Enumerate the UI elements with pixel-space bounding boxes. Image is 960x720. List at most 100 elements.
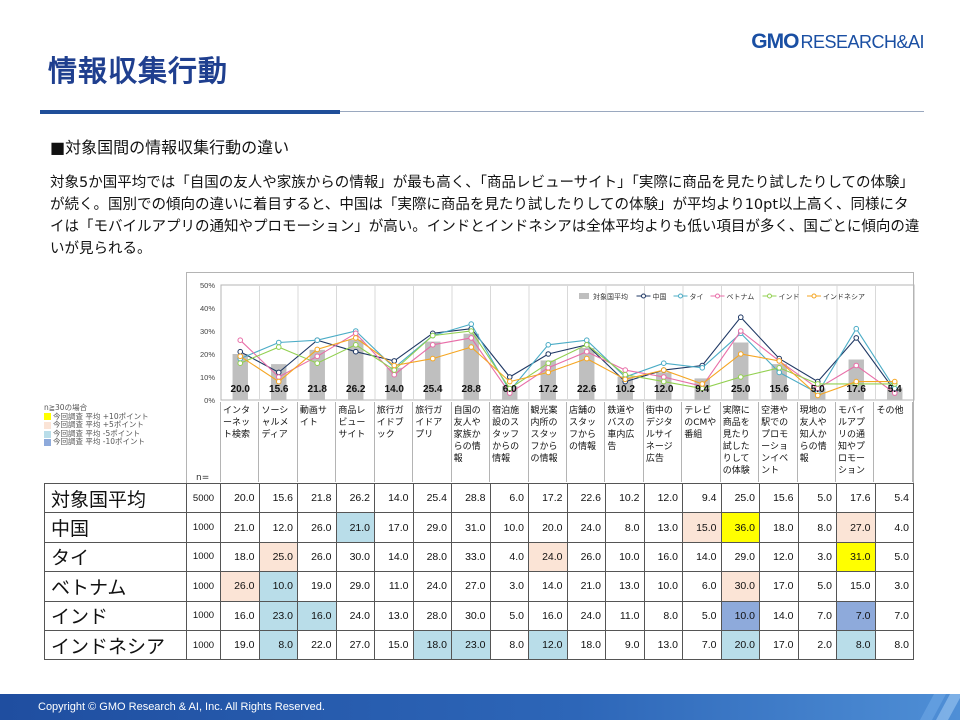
table-cell: 19.0 — [220, 629, 260, 661]
category-label: モバイルアプリの通知やプロモーション — [835, 402, 873, 482]
table-cell: 10.0 — [605, 541, 645, 573]
table-row: インドネシア 1000 19.0 8.0 22.0 27.0 15.0 18.0 23.0 8.0… — [44, 629, 914, 661]
legend-label: タイ — [690, 292, 704, 301]
y-tick-label: 30% — [200, 327, 215, 336]
table-cell: 24.0 — [335, 600, 375, 631]
table-cell: 16.0 — [643, 541, 683, 573]
title-divider — [340, 111, 924, 112]
table-cell: 24.0 — [528, 541, 568, 573]
table-cell: 22.6 — [566, 482, 606, 514]
table-cell: 21.0 — [566, 571, 606, 602]
series-point — [237, 353, 244, 360]
table-cell: 17.0 — [374, 512, 414, 543]
bar-average — [309, 349, 325, 400]
series-point — [660, 367, 667, 373]
series-point — [391, 358, 398, 364]
table-cell: 7.0 — [836, 600, 876, 631]
table-cell: 31.0 — [451, 512, 491, 543]
table-cell: 23.0 — [258, 600, 298, 631]
table-cell: 8.0 — [489, 629, 529, 661]
table-cell: 26.0 — [297, 512, 337, 543]
table-cell: 15.6 — [759, 482, 799, 514]
title-underline — [40, 110, 340, 114]
table-cell: 17.0 — [759, 629, 799, 661]
table-cell: 25.0 — [720, 482, 760, 514]
table-cell: 8.0 — [258, 629, 298, 661]
legend-marker — [678, 293, 683, 299]
series-point — [506, 385, 513, 392]
table-cell: 6.0 — [682, 571, 722, 602]
table-cell: 18.0 — [220, 541, 260, 573]
series-point — [853, 335, 860, 341]
series-point — [468, 344, 475, 350]
table-cell: 21.0 — [220, 512, 260, 543]
table-cell: 23.0 — [451, 629, 491, 661]
series-point — [583, 348, 590, 355]
series-point — [737, 374, 744, 380]
series-point — [699, 365, 706, 371]
table-cell: 9.0 — [605, 629, 645, 661]
table-cell: 27.0 — [836, 512, 876, 543]
series-point — [737, 328, 744, 334]
table-cell: 27.0 — [451, 571, 491, 602]
highlight-swatch — [44, 439, 51, 447]
table-cell: 8.0 — [797, 512, 837, 543]
series-point — [506, 374, 513, 380]
bar-value-label: 12.0 — [654, 384, 674, 395]
highlight-swatch — [44, 413, 51, 421]
bar-average — [232, 354, 248, 400]
series-point — [275, 344, 282, 350]
series-point — [583, 342, 590, 348]
table-cell: 29.0 — [335, 571, 375, 602]
series-point — [237, 360, 244, 366]
bar-value-label: 22.6 — [577, 384, 597, 395]
series-point — [891, 390, 898, 396]
bar-value-label: 20.0 — [231, 384, 251, 395]
lead-paragraph: 対象5か国平均では「自国の友人や家族からの情報」が最も高く、「商品レビューサイト… — [50, 175, 920, 257]
bar-value-label: 10.2 — [616, 384, 636, 395]
table-cell: 20.0 — [220, 482, 260, 514]
table-cell: 3.0 — [489, 571, 529, 602]
bar-average — [771, 364, 787, 400]
category-label: 現地の友人や知人からの情報 — [796, 402, 835, 482]
category-label: 商品レビューサイト — [335, 402, 373, 482]
table-cell: 7.0 — [682, 629, 722, 661]
series-point — [814, 392, 821, 399]
table-cell: 27.0 — [335, 629, 375, 661]
table-cell: 10.0 — [720, 600, 760, 631]
series-point — [429, 342, 436, 348]
table-cell: 20.0 — [528, 512, 568, 543]
category-label: 鉄道やバスの車内広告 — [604, 402, 642, 482]
bar-value-label: 25.0 — [731, 384, 751, 395]
table-cell: 14.0 — [374, 482, 414, 514]
table-cell: 21.8 — [297, 482, 337, 514]
series-point — [545, 369, 552, 376]
table-cell: 15.0 — [682, 512, 722, 543]
series-point — [737, 314, 744, 321]
bar-value-label: 14.0 — [385, 384, 405, 395]
table-cell: 24.0 — [566, 600, 606, 631]
bar-value-label: 17.6 — [847, 384, 867, 395]
series-line-インドネシア — [239, 337, 895, 397]
series-point — [352, 342, 359, 348]
highlight-swatch — [44, 430, 51, 438]
series-point — [699, 381, 706, 387]
table-cell: 25.4 — [412, 482, 452, 514]
y-tick-label: 0% — [204, 396, 215, 403]
series-point — [275, 374, 282, 380]
table-cell: 8.0 — [836, 629, 876, 661]
series-point — [545, 365, 552, 371]
y-tick-label: 10% — [200, 373, 215, 382]
series-point — [237, 348, 244, 355]
table-cell: 12.0 — [643, 482, 683, 514]
series-point — [891, 378, 898, 385]
series-point — [391, 367, 398, 373]
copyright-text: Copyright © GMO Research & AI, Inc. All … — [38, 701, 325, 713]
legend-swatch — [579, 293, 589, 299]
table-cell: 18.0 — [759, 512, 799, 543]
table-row: ベトナム 1000 26.0 10.0 19.0 29.0 11.0 24.0 27.0 3.0 1… — [44, 571, 914, 602]
table-cell: 13.0 — [374, 600, 414, 631]
table-cell: 24.0 — [566, 512, 606, 543]
series-point — [583, 355, 590, 362]
category-label: テレビのCMや番組 — [681, 402, 719, 482]
